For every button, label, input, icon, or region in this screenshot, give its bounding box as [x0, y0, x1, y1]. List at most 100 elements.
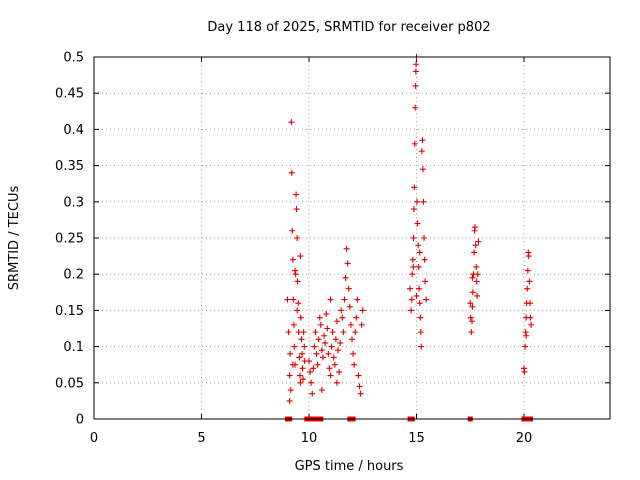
chart-title: Day 118 of 2025, SRMTID for receiver p80… [207, 20, 490, 35]
data-point [352, 329, 359, 336]
data-point [341, 296, 348, 303]
y-tick-label: 0.3 [63, 195, 84, 210]
data-point [524, 267, 531, 274]
data-point [344, 260, 351, 267]
data-point [330, 354, 337, 361]
data-point [289, 361, 296, 368]
data-point [309, 390, 316, 397]
data-point [350, 350, 357, 357]
data-point [414, 220, 421, 227]
data-point [358, 321, 365, 328]
data-point [288, 119, 295, 126]
data-point [468, 329, 475, 336]
data-point [295, 300, 302, 307]
data-point [417, 314, 424, 321]
data-point [293, 191, 300, 198]
data-point [297, 379, 304, 386]
y-tick-label: 0.4 [63, 123, 84, 138]
data-point [298, 336, 305, 343]
data-point [311, 343, 318, 350]
y-tick-label: 0.25 [55, 232, 84, 247]
y-tick-label: 0 [76, 413, 84, 428]
data-point [472, 242, 479, 249]
data-point [423, 296, 430, 303]
data-point [319, 354, 326, 361]
data-point [468, 318, 475, 325]
data-point [326, 365, 333, 372]
data-point [469, 303, 476, 310]
data-point [327, 296, 334, 303]
y-tick-label: 0.2 [63, 268, 84, 283]
data-point [527, 300, 534, 307]
data-point [419, 137, 426, 144]
data-point [469, 289, 476, 296]
data-point [300, 329, 307, 336]
data-point [525, 253, 532, 260]
data-point [469, 274, 476, 281]
data-point [346, 303, 353, 310]
data-point [527, 314, 534, 321]
data-point [317, 321, 324, 328]
data-point [521, 368, 528, 375]
y-tick-label: 0.45 [55, 87, 84, 102]
data-point [411, 140, 418, 147]
data-point [416, 300, 423, 307]
data-point [294, 278, 301, 285]
data-point [287, 350, 294, 357]
data-point [413, 61, 420, 68]
data-point [313, 350, 320, 357]
data-point [418, 148, 425, 155]
data-point [321, 332, 328, 339]
data-point [471, 249, 478, 256]
data-point [284, 296, 291, 303]
data-point [332, 336, 339, 343]
data-point [286, 372, 293, 379]
data-point [349, 336, 355, 343]
data-point [343, 245, 350, 252]
data-point [318, 387, 325, 394]
x-tick-label: 5 [197, 431, 205, 446]
data-point [323, 311, 330, 318]
data-point [299, 365, 306, 372]
data-point [314, 361, 321, 368]
data-point [299, 350, 306, 357]
data-point [318, 347, 325, 354]
data-point [357, 390, 364, 397]
data-point [410, 263, 417, 270]
x-tick-label: 20 [516, 431, 533, 446]
data-point [416, 285, 423, 292]
data-point [315, 336, 322, 343]
data-point [409, 271, 416, 278]
data-point [475, 238, 482, 245]
axis-ticks: 0 5 10 15 20 0 0.05 0.1 0.15 0.2 0.25 0.3 0.35 0.4 0.4… [55, 51, 610, 446]
x-axis-label: GPS time / hours [295, 459, 404, 474]
data-point [359, 307, 366, 314]
data-point [337, 339, 344, 346]
data-point [296, 354, 303, 361]
data-point [331, 361, 338, 368]
data-point [420, 198, 427, 205]
data-point [356, 383, 363, 390]
data-point [473, 278, 480, 285]
data-point [336, 368, 343, 375]
data-point [322, 339, 329, 346]
y-axis-label: SRMTID / TECUs [7, 186, 22, 291]
data-point [297, 314, 304, 321]
plot-frame [93, 56, 611, 420]
data-points [284, 54, 535, 422]
x-tick-label: 0 [90, 431, 98, 446]
data-point [289, 227, 296, 234]
data-point [294, 307, 301, 314]
y-tick-label: 0.5 [63, 51, 84, 66]
data-point [310, 365, 317, 372]
data-point [411, 184, 418, 191]
data-point [412, 82, 419, 89]
data-point [412, 104, 419, 111]
data-point [292, 271, 299, 278]
data-point [297, 253, 304, 260]
data-point [407, 285, 414, 292]
data-point [292, 267, 299, 274]
data-point [408, 307, 415, 314]
data-point [409, 256, 416, 263]
data-point [288, 169, 295, 176]
